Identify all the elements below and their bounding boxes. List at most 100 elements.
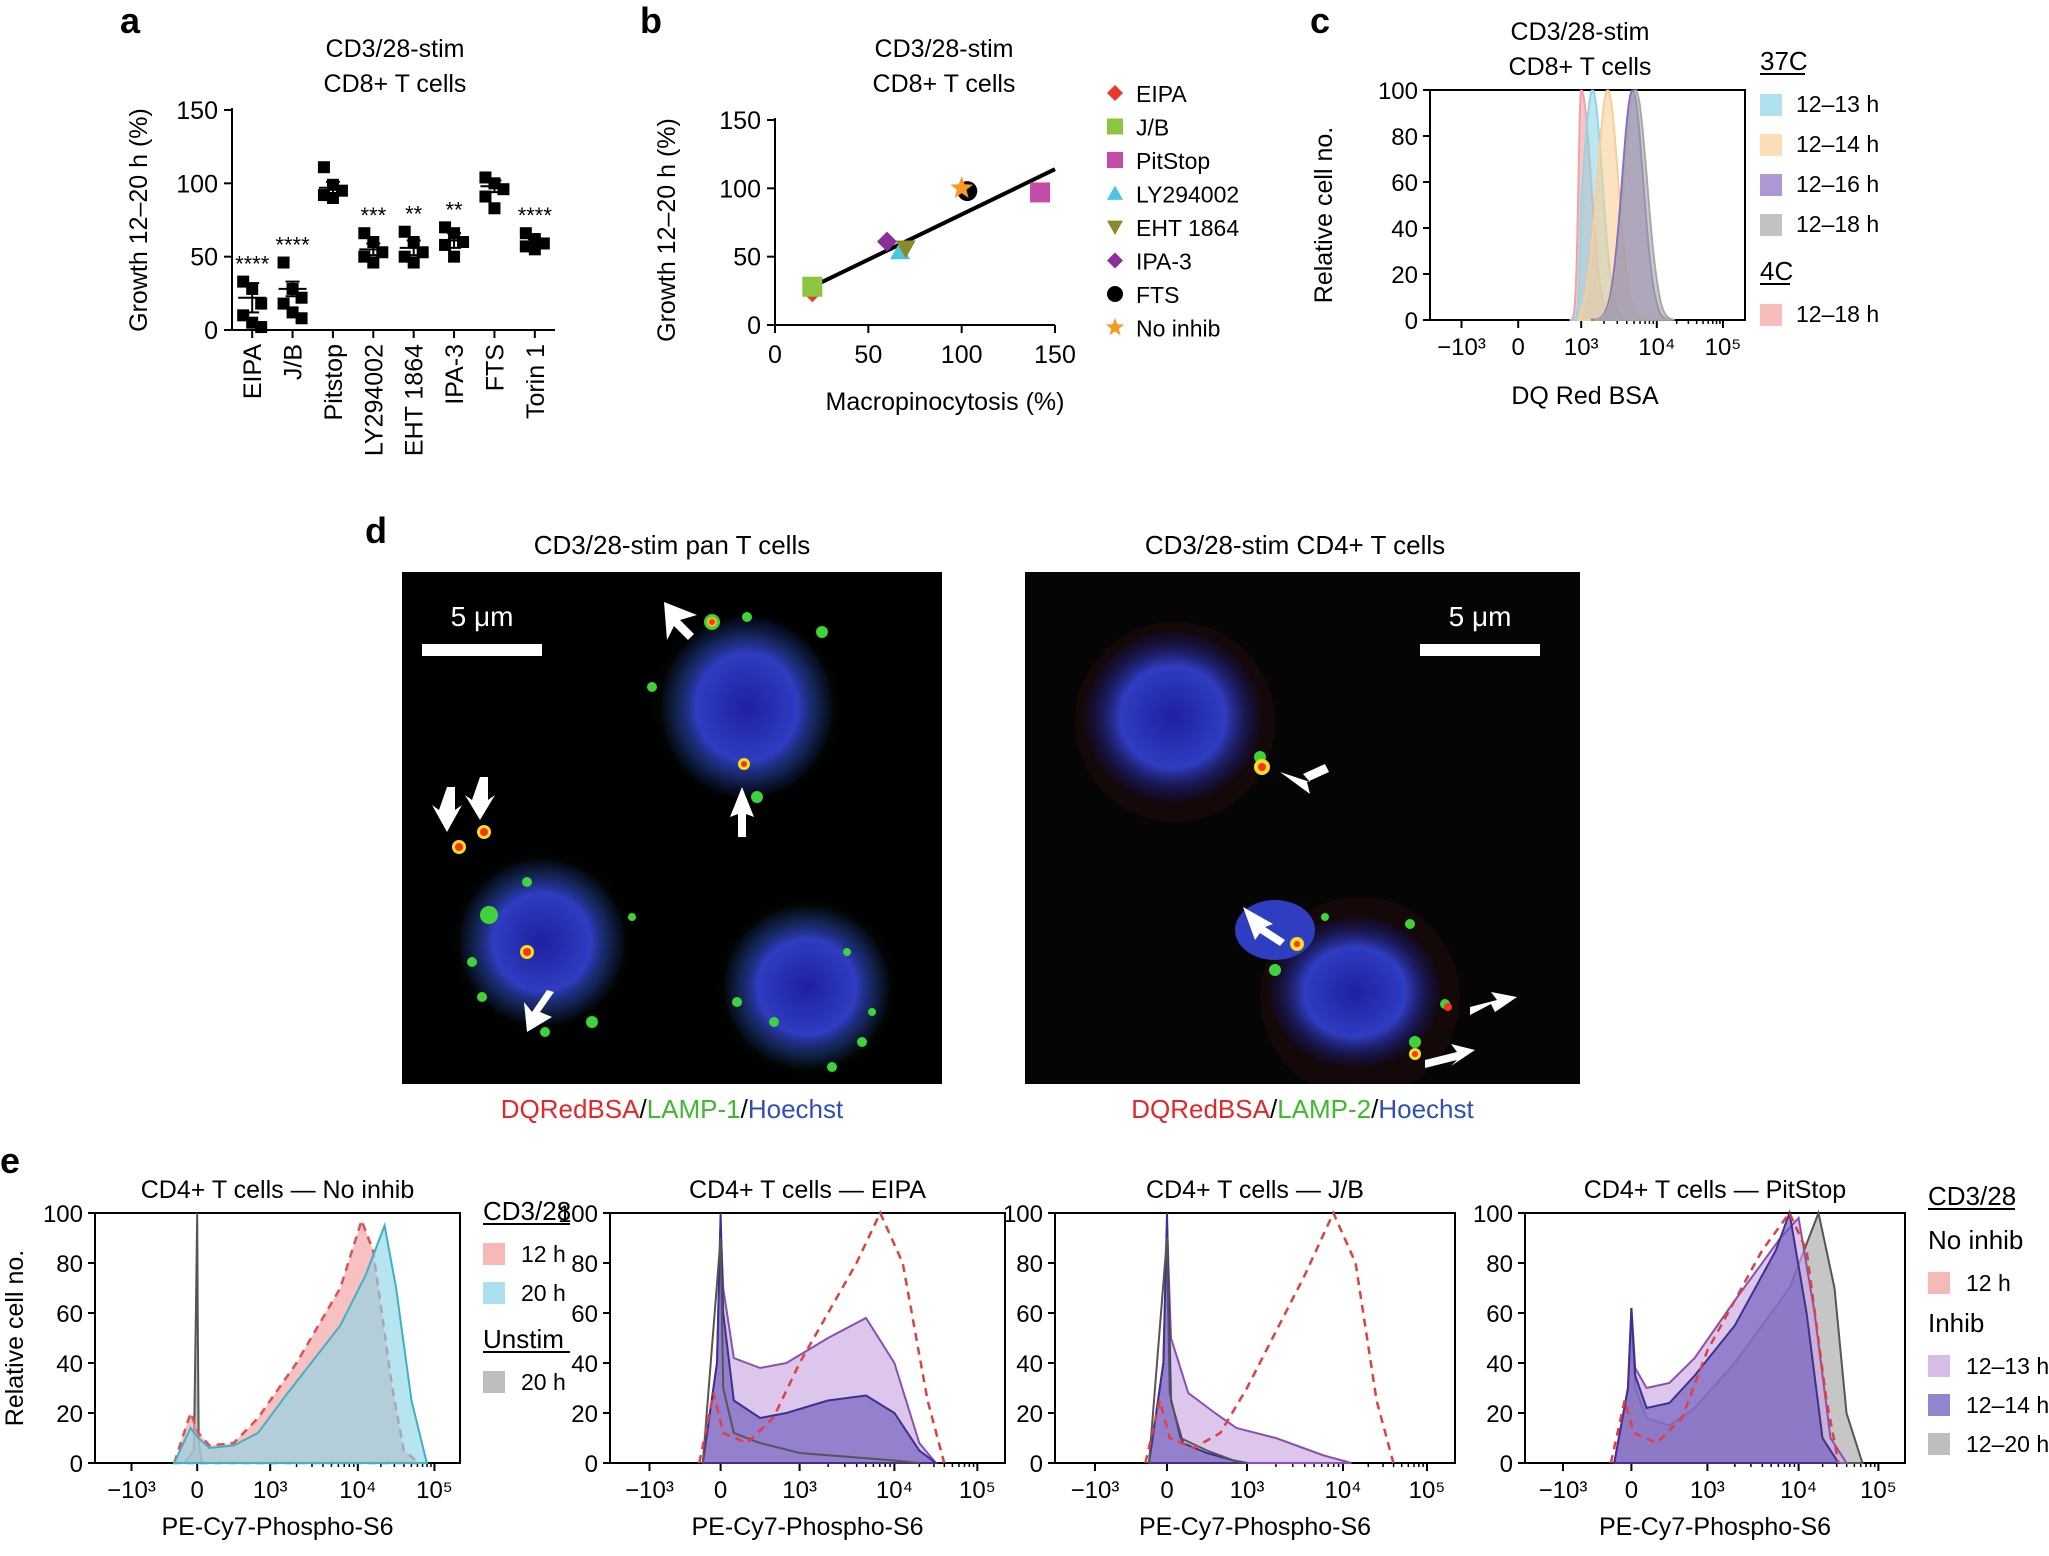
y-tick-label: 80 xyxy=(1486,1251,1513,1278)
curve-12-14-h xyxy=(1613,1209,1841,1464)
legend-swatch xyxy=(1928,1394,1950,1416)
scale-bar-left xyxy=(422,644,542,656)
caption-sep: / xyxy=(1371,1094,1379,1124)
y-tick-label: 20 xyxy=(1016,1401,1043,1428)
legend-header: No inhib xyxy=(1928,1225,2023,1255)
legend-marker xyxy=(1105,317,1125,336)
plot-frame xyxy=(1054,1212,1456,1464)
chart-c-title-line1: CD3/28-stim xyxy=(1511,18,1650,46)
dq-red-puncta xyxy=(1254,759,1452,1060)
x-tick-label: LY294002 xyxy=(360,344,388,456)
x-tick-label: 10³ xyxy=(1564,334,1599,361)
y-tick-label: 0 xyxy=(1405,308,1418,335)
data-point xyxy=(295,312,308,325)
x-tick-label: −10³ xyxy=(107,1477,156,1504)
x-tick-label: 0 xyxy=(1512,334,1525,361)
chart-b-title-line1: CD3/28-stim xyxy=(875,35,1014,63)
histogram-panel-e1: 0 20 40 60 80 100 −10³ 0 10³ 10⁴ 10⁵ CD4+ T cells —… xyxy=(1,1176,461,1541)
panel-title: CD4+ T cells — No inhib xyxy=(141,1176,415,1204)
chart-a: CD3/28-stim CD8+ T cells Growth 12–20 h … xyxy=(125,35,555,456)
x-tick-label: Torin 1 xyxy=(522,344,550,419)
chart-c-title-line2: CD8+ T cells xyxy=(1509,53,1652,81)
legend-header: Inhib xyxy=(1928,1308,1984,1338)
y-tick-label: 100 xyxy=(1003,1201,1043,1228)
x-tick-label: 10⁵ xyxy=(1409,1477,1446,1504)
legend-label: 12–16 h xyxy=(1796,171,1879,197)
x-tick-label: 10³ xyxy=(1230,1477,1265,1504)
legend-swatch xyxy=(1760,304,1782,326)
data-point-no-inhib xyxy=(950,176,974,198)
data-point xyxy=(479,190,492,203)
histogram-panel-e3: 0 20 40 60 80 100 −10³ 0 10³ 10⁴ 10⁵ CD4+ T cells —… xyxy=(1003,1176,1456,1541)
micro-right-title: CD3/28-stim CD4+ T cells xyxy=(1144,530,1446,560)
data-point xyxy=(376,246,389,259)
data-point xyxy=(448,250,461,263)
data-point-j-b xyxy=(802,276,823,297)
caption-sep: / xyxy=(639,1094,647,1124)
legend-marker xyxy=(1107,118,1123,135)
x-tick-label: 50 xyxy=(854,341,882,369)
data-point xyxy=(407,256,420,269)
panel-label-e: e xyxy=(0,1140,21,1181)
x-tick-label: 0 xyxy=(1160,1477,1173,1504)
y-tick-label: 100 xyxy=(1378,78,1418,105)
cell-nucleus xyxy=(1270,917,1440,1067)
panel-label-b: b xyxy=(640,0,662,41)
data-point xyxy=(457,236,470,248)
curve-12-20-h xyxy=(701,1237,920,1464)
legend-swatch xyxy=(1760,214,1782,236)
x-tick-label: −10³ xyxy=(1539,1477,1588,1504)
chart-b: CD3/28-stim CD8+ T cells Growth 12–20 h … xyxy=(653,35,1239,416)
legend-label: PitStop xyxy=(1136,148,1210,174)
data-point xyxy=(317,161,330,174)
chart-e: 0 20 40 60 80 100 −10³ 0 10³ 10⁴ 10⁵ CD4+ T cells —… xyxy=(1,1176,2049,1541)
chart-b-xlabel: Macropinocytosis (%) xyxy=(826,388,1065,416)
y-tick-label: 150 xyxy=(719,107,761,135)
legend-header: CD3/28 xyxy=(1928,1181,2016,1211)
chart-b-title-line2: CD8+ T cells xyxy=(873,70,1016,98)
y-tick-label: 20 xyxy=(571,1401,598,1428)
significance-label: **** xyxy=(235,252,270,277)
x-tick-label: 0 xyxy=(714,1477,727,1504)
legend-swatch xyxy=(1928,1272,1950,1294)
panel-title: CD4+ T cells — PitStop xyxy=(1584,1176,1846,1204)
curve-ref xyxy=(698,1210,946,1464)
data-point xyxy=(528,243,541,256)
x-tick-label: 10³ xyxy=(253,1477,288,1504)
y-tick-label: 100 xyxy=(1473,1201,1513,1228)
y-tick-label: 100 xyxy=(43,1201,83,1228)
micro-left-title: CD3/28-stim pan T cells xyxy=(533,530,811,560)
micrograph-pan-t-cells: 5 μm xyxy=(402,572,942,1084)
y-tick-label: 60 xyxy=(56,1301,83,1328)
x-tick-label: 0 xyxy=(768,341,782,369)
x-tick-label: 0 xyxy=(191,1477,204,1504)
x-tick-label: 10³ xyxy=(1690,1477,1725,1504)
y-tick-label: 40 xyxy=(1486,1351,1513,1378)
cell-nucleus xyxy=(662,617,832,797)
data-point xyxy=(277,256,290,269)
legend-header: Unstim xyxy=(483,1324,564,1354)
x-tick-label: −10³ xyxy=(1437,334,1486,361)
x-tick-label: 150 xyxy=(1034,341,1076,369)
x-tick-label: −10³ xyxy=(1071,1477,1120,1504)
caption-sep: / xyxy=(1269,1094,1278,1124)
y-tick-label: 0 xyxy=(1030,1451,1043,1478)
x-tick-label: EHT 1864 xyxy=(401,344,429,456)
y-tick-label: 50 xyxy=(190,244,218,272)
legend-swatch xyxy=(1760,174,1782,196)
scale-label-right: 5 μm xyxy=(1449,601,1512,632)
chart-a-title-line2: CD8+ T cells xyxy=(324,70,467,98)
x-tick-label: 10⁴ xyxy=(1638,334,1675,361)
legend-label: 12 h xyxy=(521,1241,566,1267)
y-tick-label: 40 xyxy=(1391,216,1418,243)
panel-ylabel: Relative cell no. xyxy=(1,1250,29,1426)
y-tick-label: 0 xyxy=(204,317,218,345)
significance-label: ** xyxy=(405,202,423,227)
caption-hoechst: Hoechst xyxy=(1378,1094,1474,1124)
significance-label: **** xyxy=(518,203,553,228)
y-tick-label: 100 xyxy=(176,170,218,198)
chart-b-ylabel: Growth 12–20 h (%) xyxy=(653,118,681,342)
legend-label: J/B xyxy=(1136,115,1169,141)
y-tick-label: 80 xyxy=(1391,124,1418,151)
panel-label-d: d xyxy=(365,510,387,551)
